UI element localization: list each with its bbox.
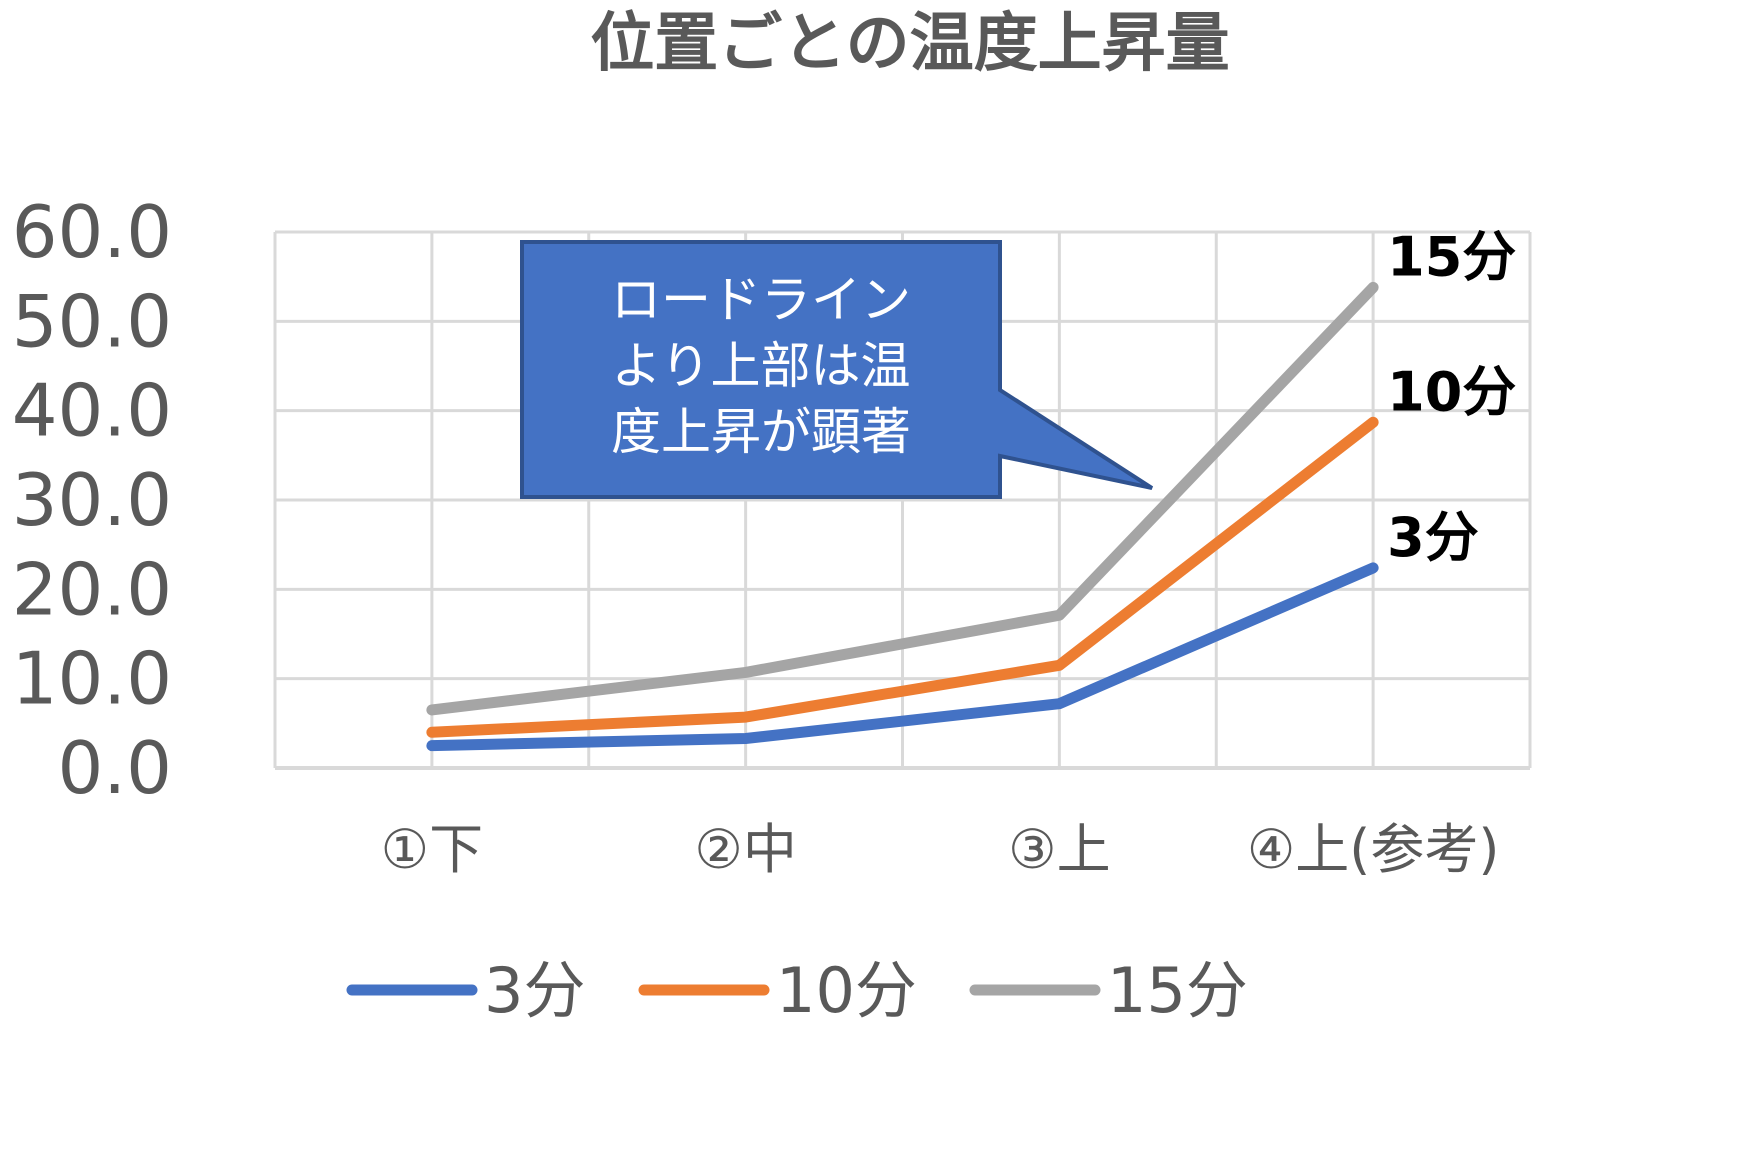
legend: 3分 10分 15分 [346, 954, 1248, 1027]
series-end-label: 3分 [1387, 506, 1479, 569]
series-lines [426, 281, 1379, 752]
y-tick-label: 60.0 [12, 190, 172, 274]
series-end-labels: 3分 10分 15分 [1387, 225, 1516, 569]
series-line [426, 416, 1379, 738]
legend-label: 3分 [484, 954, 585, 1027]
y-tick-label: 10.0 [12, 637, 172, 721]
legend-label: 15分 [1107, 954, 1248, 1027]
callout-text-line: より上部は温 [612, 337, 911, 395]
callout-shape [520, 240, 1154, 499]
y-axis-ticks: 0.010.020.030.040.050.060.0 [12, 190, 172, 810]
y-tick-label: 20.0 [12, 547, 172, 631]
callout-text-line: ロードライン [611, 271, 911, 329]
series-line [426, 562, 1379, 752]
callout-text-line: 度上昇が顕著 [611, 403, 911, 461]
legend-label: 10分 [776, 954, 917, 1027]
series-line [426, 281, 1379, 716]
x-tick-label: ④上(参考) [1247, 818, 1500, 881]
x-axis-ticks: ①下 ②中 ③上 ④上(参考) [381, 818, 1500, 881]
y-tick-label: 50.0 [12, 279, 172, 363]
y-tick-label: 30.0 [12, 458, 172, 542]
series-end-label: 10分 [1387, 360, 1516, 423]
chart-title: 位置ごとの温度上昇量 [590, 7, 1229, 81]
series-end-label: 15分 [1387, 225, 1516, 288]
x-tick-label: ②中 [694, 818, 796, 881]
y-tick-label: 0.0 [57, 726, 172, 810]
y-tick-label: 40.0 [12, 369, 172, 453]
x-tick-label: ③上 [1008, 818, 1110, 881]
x-tick-label: ①下 [381, 818, 483, 881]
